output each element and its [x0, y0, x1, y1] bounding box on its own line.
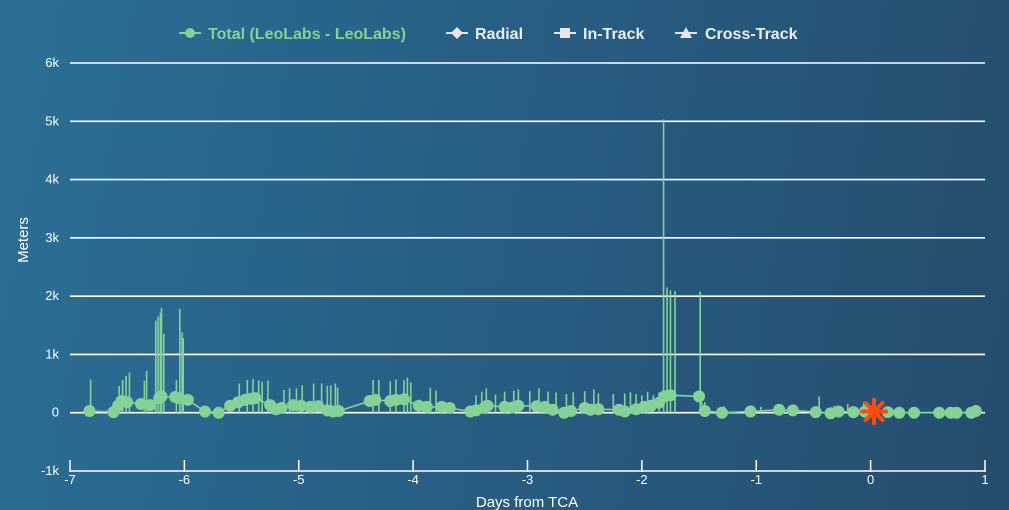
- x-tick-label: 0: [867, 472, 874, 487]
- data-point: [369, 393, 382, 406]
- data-point: [312, 400, 325, 413]
- data-point: [212, 406, 225, 419]
- data-point: [933, 406, 946, 419]
- legend-label-in-track: In-Track: [583, 26, 644, 43]
- data-point: [481, 399, 494, 412]
- data-point: [664, 389, 677, 402]
- x-tick-label: -2: [636, 472, 648, 487]
- data-point: [744, 405, 757, 418]
- data-point: [592, 403, 605, 416]
- x-axis: -7 -6 -5 -4 -3 -2 -1 0 1: [64, 460, 989, 487]
- legend-item-in-track[interactable]: In-Track: [554, 26, 644, 43]
- data-point: [950, 406, 963, 419]
- data-point: [969, 404, 982, 417]
- data-point: [83, 404, 96, 417]
- data-point: [275, 402, 288, 415]
- x-tick-label: -5: [293, 472, 305, 487]
- data-point: [512, 399, 525, 412]
- x-tick-label: -7: [64, 472, 76, 487]
- data-point: [249, 392, 262, 405]
- y-tick-label: 6k: [45, 55, 59, 70]
- y-axis: -1k 0 1k 2k 3k 4k 5k 6k: [41, 55, 60, 478]
- data-point: [443, 402, 456, 415]
- data-point: [715, 406, 728, 419]
- series-spikes: [89, 119, 865, 413]
- data-point: [397, 393, 410, 406]
- data-point: [809, 406, 822, 419]
- data-point: [546, 403, 559, 416]
- legend-label-radial: Radial: [475, 26, 523, 43]
- y-axis-title: Meters: [15, 217, 32, 263]
- x-tick-label: -3: [522, 472, 534, 487]
- x-tick-label: -6: [179, 472, 191, 487]
- data-point: [832, 405, 845, 418]
- data-point: [618, 405, 631, 418]
- data-point: [295, 399, 308, 412]
- y-tick-label: 0: [52, 405, 59, 420]
- data-point: [134, 397, 147, 410]
- data-point: [144, 399, 157, 412]
- legend-item-total[interactable]: Total (LeoLabs - LeoLabs): [179, 26, 406, 43]
- diamond-icon: [451, 27, 463, 39]
- y-tick-label: 3k: [45, 230, 59, 245]
- series-points: [83, 389, 982, 420]
- data-point: [564, 404, 577, 417]
- data-point: [698, 404, 711, 417]
- x-axis-title: Days from TCA: [476, 494, 578, 510]
- data-point: [332, 404, 345, 417]
- triangle-icon: [680, 27, 692, 38]
- data-point: [420, 400, 433, 413]
- data-point: [786, 404, 799, 417]
- star-ray: [863, 401, 885, 423]
- square-icon: [560, 28, 570, 38]
- legend-item-radial[interactable]: Radial: [446, 26, 523, 43]
- y-tick-label: 4k: [45, 172, 59, 187]
- data-point: [893, 406, 906, 419]
- data-point: [198, 405, 211, 418]
- data-point: [181, 393, 194, 406]
- circle-icon: [185, 28, 195, 38]
- data-point: [121, 396, 134, 409]
- legend-label-total: Total (LeoLabs - LeoLabs): [208, 26, 406, 43]
- annotations: [860, 397, 889, 426]
- y-tick-label: 5k: [45, 113, 59, 128]
- data-point: [908, 406, 921, 419]
- y-tick-label: 2k: [45, 288, 59, 303]
- data-point: [172, 392, 185, 405]
- star-marker-icon: [860, 397, 889, 426]
- x-tick-label: 1: [981, 472, 988, 487]
- x-tick-label: -1: [750, 472, 762, 487]
- data-point: [693, 390, 706, 403]
- y-tick-label: -1k: [41, 463, 60, 478]
- y-tick-label: 1k: [45, 346, 59, 361]
- x-tick-label: -4: [407, 472, 419, 487]
- legend-label-cross-track: Cross-Track: [705, 26, 798, 43]
- data-point: [155, 390, 168, 403]
- data-point: [847, 406, 860, 419]
- legend-item-cross-track[interactable]: Cross-Track: [675, 26, 798, 43]
- data-point: [773, 403, 786, 416]
- legend: Total (LeoLabs - LeoLabs) Radial In-Trac…: [179, 26, 798, 43]
